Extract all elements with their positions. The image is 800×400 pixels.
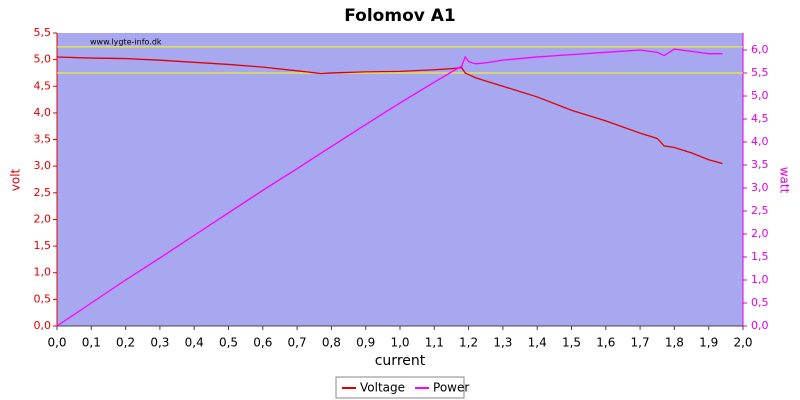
y2-tick-label: 1,5 [751, 250, 769, 263]
y-tick-label: 4,0 [34, 106, 52, 119]
x-tick-label: 1,4 [528, 336, 547, 350]
x-tick-label: 1,0 [390, 336, 409, 350]
y-tick-label: 5,5 [34, 26, 52, 39]
legend-label: Power [433, 381, 469, 395]
y-tick-label: 2,5 [34, 186, 52, 199]
y-tick-label: 1,0 [34, 266, 52, 279]
y-tick-label: 4,5 [34, 79, 52, 92]
data-line [56, 48, 723, 327]
x-tick-label: 2,0 [733, 336, 752, 350]
y-tick-label: 5,0 [34, 53, 52, 66]
y-tick-label: 3,0 [34, 159, 52, 172]
x-tick-label: 1,9 [699, 336, 718, 350]
x-tick-label: 0,6 [253, 336, 272, 350]
x-tick-label: 0,7 [288, 336, 307, 350]
y-tick-label: 0,0 [34, 319, 52, 332]
x-tick-label: 1,6 [596, 336, 615, 350]
y2-axis-label: watt [778, 167, 792, 194]
x-tick-label: 1,2 [459, 336, 478, 350]
x-tick-label: 1,3 [493, 336, 512, 350]
x-tick-label: 1,8 [665, 336, 684, 350]
y2-tick-label: 5,0 [751, 89, 769, 102]
x-tick-label: 0,9 [356, 336, 375, 350]
plot-area [57, 33, 743, 326]
x-axis-label: current [375, 353, 426, 369]
x-tick-label: 0,4 [185, 336, 204, 350]
y-axis-label: volt [9, 168, 23, 191]
x-tick-label: 0,8 [322, 336, 341, 350]
y2-tick-label: 2,5 [751, 204, 769, 217]
y2-tick-label: 4,5 [751, 112, 769, 125]
y2-tick-label: 3,0 [751, 181, 769, 194]
x-tick-label: 0,2 [116, 336, 135, 350]
y-tick-label: 1,5 [34, 239, 52, 252]
y2-tick-label: 5,5 [751, 66, 769, 79]
x-tick-label: 0,3 [150, 336, 169, 350]
x-tick-label: 1,1 [425, 336, 444, 350]
legend-label: Voltage [360, 381, 405, 395]
x-tick-label: 0,5 [219, 336, 238, 350]
y-tick-label: 0,5 [34, 292, 52, 305]
y-tick-label: 3,5 [34, 133, 52, 146]
y2-tick-label: 2,0 [751, 227, 769, 240]
y2-tick-label: 6,0 [751, 43, 769, 56]
y-tick-label: 2,0 [34, 212, 52, 225]
y2-tick-label: 0,0 [751, 319, 769, 332]
x-tick-label: 0,1 [82, 336, 101, 350]
y2-tick-label: 4,0 [751, 135, 769, 148]
x-tick-label: 1,5 [562, 336, 581, 350]
legend [335, 376, 465, 399]
watermark: www.lygte-info.dk [90, 38, 162, 47]
data-line [56, 56, 723, 165]
chart-title: Folomov A1 [344, 6, 456, 26]
y2-tick-label: 3,5 [751, 158, 769, 171]
y2-tick-label: 1,0 [751, 273, 769, 286]
y2-tick-label: 0,5 [751, 296, 769, 309]
x-tick-label: 1,7 [631, 336, 650, 350]
x-tick-label: 0,0 [47, 336, 66, 350]
